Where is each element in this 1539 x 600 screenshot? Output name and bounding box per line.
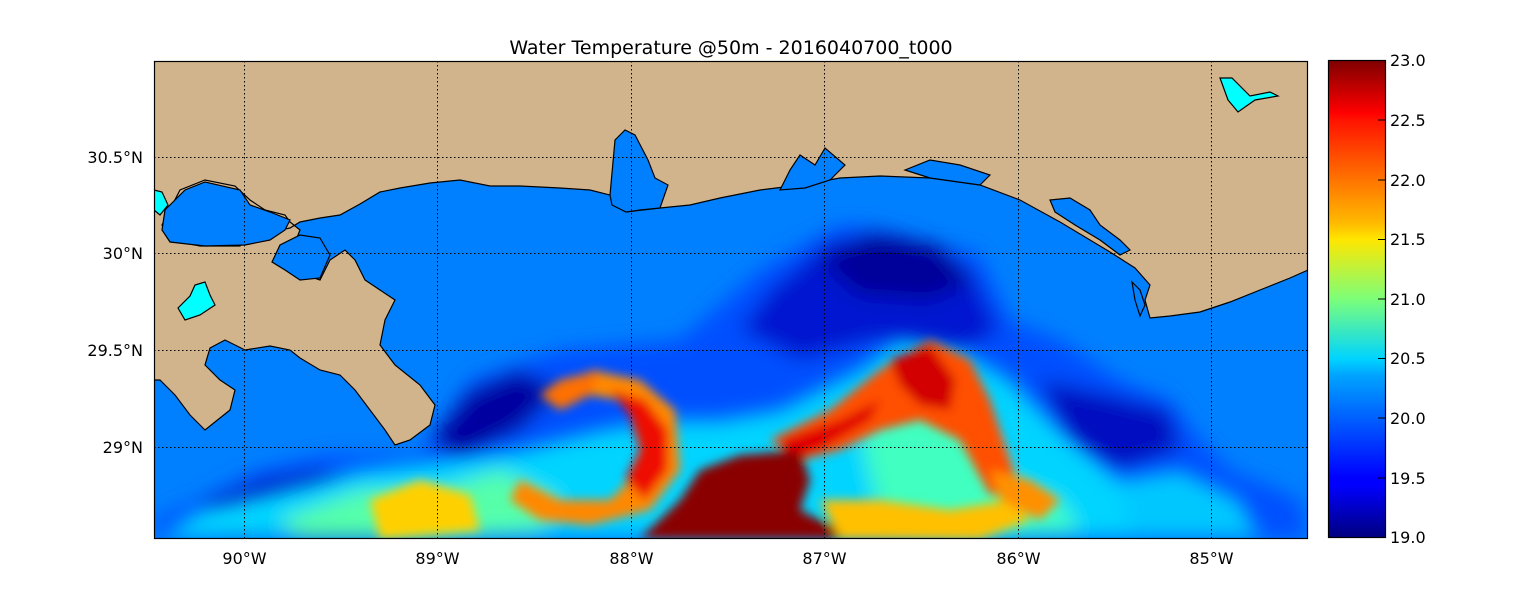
lon-tick-label: 89°W <box>415 549 459 568</box>
lon-tick-label: 88°W <box>609 549 653 568</box>
colorbar-tick-label: 22.5 <box>1390 111 1426 130</box>
lon-tick-label: 85°W <box>1189 549 1233 568</box>
lake-salvador <box>177 281 216 321</box>
lat-tick-label: 30.5°N <box>87 148 143 167</box>
colorbar-tick-label: 23.0 <box>1390 51 1426 70</box>
lon-tick-label: 86°W <box>996 549 1040 568</box>
lon-tick-label: 90°W <box>222 549 266 568</box>
colorbar-tick-label: 19.5 <box>1390 469 1426 488</box>
lat-tick-labels: 30.5°N 30°N 29.5°N 29°N <box>87 148 143 457</box>
pensacola-bay <box>778 147 846 191</box>
colorbar-tick-label: 21.0 <box>1390 290 1426 309</box>
lat-tick-label: 29.5°N <box>87 341 143 360</box>
lake-borgne <box>271 234 331 281</box>
colorbar-tick-label: 20.5 <box>1390 349 1426 368</box>
lon-tick-labels: 90°W 89°W 88°W 87°W 86°W 85°W <box>222 549 1233 568</box>
colorbar-tick-label: 22.0 <box>1390 171 1426 190</box>
map-title: Water Temperature @50m - 2016040700_t000 <box>509 37 952 59</box>
colorbar: 23.0 22.5 22.0 21.5 21.0 20.5 20.0 19.5 … <box>1327 51 1426 547</box>
choctawhatchee-bay <box>903 159 992 186</box>
lake-seminole <box>1219 77 1280 113</box>
colorbar-tick-label: 21.5 <box>1390 230 1426 249</box>
lat-tick-label: 30°N <box>103 244 143 263</box>
map-panel <box>154 61 1308 539</box>
map-frame <box>153 60 1309 540</box>
graticule <box>154 61 1308 539</box>
lake-pontchartrain <box>161 181 291 247</box>
st-andrew-bay <box>1049 197 1132 256</box>
mobile-bay <box>609 129 669 213</box>
lon-tick-label: 87°W <box>802 549 846 568</box>
apalachicola-bay <box>1131 280 1146 318</box>
temperature-field <box>154 225 1308 539</box>
lat-tick-label: 29°N <box>103 438 143 457</box>
colorbar-tick-label: 20.0 <box>1390 409 1426 428</box>
colorbar-tick-label: 19.0 <box>1390 528 1426 547</box>
colorbar-gradient <box>1327 59 1387 539</box>
lake-maurepas <box>154 189 169 216</box>
